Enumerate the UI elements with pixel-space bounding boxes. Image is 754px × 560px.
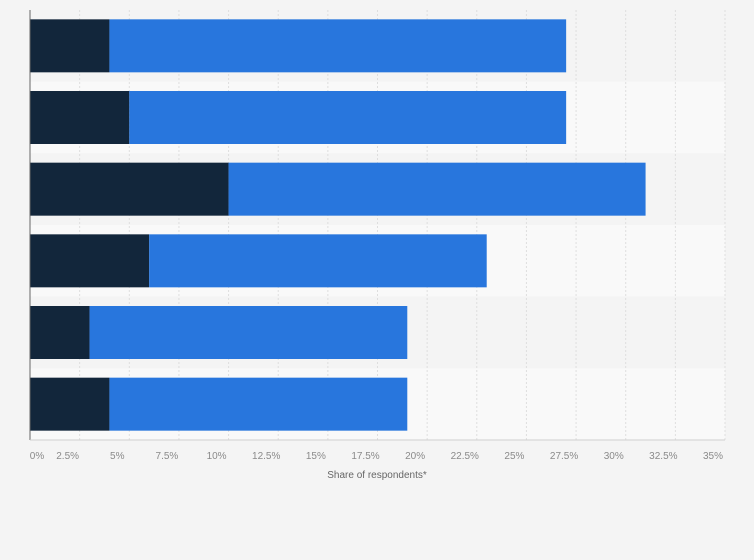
bar-segment-series-2-row-4[interactable] bbox=[149, 234, 487, 288]
bar-segment-series-2-row-5[interactable] bbox=[89, 306, 408, 359]
bar-segment-series-2-row-1[interactable] bbox=[109, 19, 567, 73]
bar-segment-series-1-row-6[interactable] bbox=[30, 377, 110, 431]
x-tick-label: 25% bbox=[504, 451, 524, 462]
x-tick-label: 22.5% bbox=[451, 451, 479, 462]
bar-segment-series-1-row-4[interactable] bbox=[30, 234, 150, 288]
x-tick-label: 2.5% bbox=[56, 451, 79, 462]
x-tick-label: 27.5% bbox=[550, 451, 578, 462]
x-tick-label: 35% bbox=[703, 451, 723, 462]
bar-segment-series-1-row-2[interactable] bbox=[30, 91, 130, 144]
x-tick-label: 32.5% bbox=[649, 451, 677, 462]
x-tick-labels: 0% 2.5% 5% 7.5% 10% 12.5% 15% 17.5% 20% 22.5% 25% 2… bbox=[30, 451, 723, 462]
x-tick-label: 20% bbox=[405, 451, 425, 462]
x-tick-label: 12.5% bbox=[252, 451, 280, 462]
x-axis-title: Share of respondents* bbox=[327, 470, 427, 481]
bars bbox=[30, 19, 646, 431]
bar-segment-series-2-row-2[interactable] bbox=[129, 91, 567, 144]
bar-segment-series-1-row-5[interactable] bbox=[30, 306, 90, 359]
x-tick-label: 10% bbox=[207, 451, 227, 462]
axes bbox=[29, 10, 725, 441]
bar-segment-series-1-row-1[interactable] bbox=[30, 19, 110, 73]
x-tick-label: 15% bbox=[306, 451, 326, 462]
x-tick-label: 17.5% bbox=[351, 451, 379, 462]
x-tick-label: 5% bbox=[110, 451, 125, 462]
bar-segment-series-2-row-6[interactable] bbox=[109, 377, 408, 431]
bar-segment-series-2-row-3[interactable] bbox=[228, 162, 646, 216]
x-tick-label: 30% bbox=[604, 451, 624, 462]
x-tick-label: 7.5% bbox=[156, 451, 179, 462]
bar-segment-series-1-row-3[interactable] bbox=[30, 162, 229, 216]
x-tick-label: 0% bbox=[30, 451, 45, 462]
